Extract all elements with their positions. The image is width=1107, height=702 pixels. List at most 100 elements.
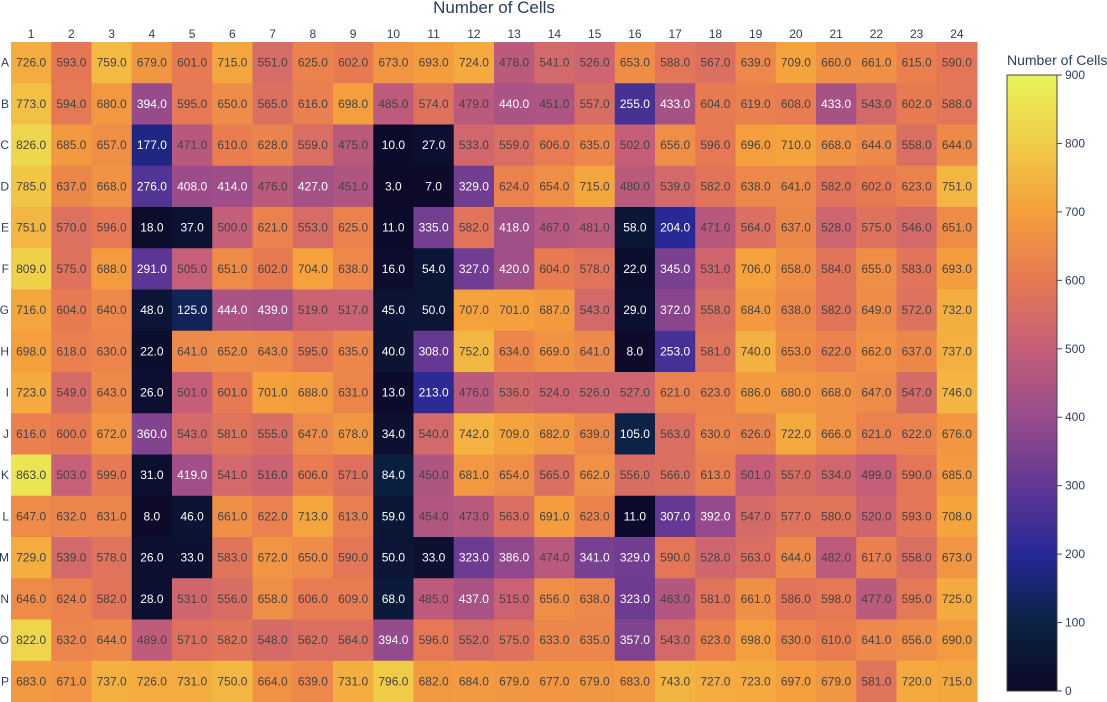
heatmap-cell[interactable]: [252, 454, 294, 497]
heatmap-cell[interactable]: [51, 124, 92, 167]
heatmap-cell[interactable]: [816, 330, 857, 373]
heatmap-cell[interactable]: [453, 165, 495, 208]
heatmap-cell[interactable]: [413, 248, 455, 290]
heatmap-cell[interactable]: [373, 124, 414, 167]
heatmap-cell[interactable]: [534, 537, 575, 579]
heatmap-cell[interactable]: [856, 660, 897, 702]
heatmap-cell[interactable]: [936, 495, 978, 538]
heatmap-cell[interactable]: [252, 413, 294, 455]
heatmap-cell[interactable]: [494, 330, 535, 373]
heatmap-cell[interactable]: [735, 248, 777, 290]
heatmap-cell[interactable]: [816, 578, 857, 620]
heatmap-cell[interactable]: [896, 42, 938, 84]
heatmap-cell[interactable]: [413, 83, 455, 125]
heatmap-cell[interactable]: [11, 289, 52, 332]
heatmap-cell[interactable]: [212, 248, 253, 290]
heatmap-cell[interactable]: [11, 165, 52, 208]
heatmap-cell[interactable]: [655, 537, 696, 579]
heatmap-cell[interactable]: [494, 619, 535, 662]
heatmap-cell[interactable]: [494, 495, 535, 538]
heatmap-cell[interactable]: [91, 578, 133, 620]
heatmap-cell[interactable]: [252, 578, 294, 620]
heatmap-cell[interactable]: [373, 537, 414, 579]
heatmap-cell[interactable]: [856, 124, 897, 167]
heatmap-cell[interactable]: [816, 413, 857, 455]
heatmap-cell[interactable]: [51, 207, 92, 249]
heatmap-cell[interactable]: [252, 83, 294, 125]
heatmap-cell[interactable]: [574, 454, 616, 497]
heatmap-cell[interactable]: [212, 454, 253, 497]
heatmap-cell[interactable]: [292, 537, 334, 579]
heatmap-cell[interactable]: [896, 495, 938, 538]
heatmap-cell[interactable]: [655, 619, 696, 662]
heatmap-cell[interactable]: [816, 248, 857, 290]
heatmap-cell[interactable]: [816, 495, 857, 538]
heatmap-cell[interactable]: [333, 248, 374, 290]
heatmap-cell[interactable]: [735, 207, 777, 249]
heatmap-cell[interactable]: [453, 42, 495, 84]
heatmap-cell[interactable]: [574, 289, 616, 332]
heatmap-cell[interactable]: [91, 248, 133, 290]
heatmap-cell[interactable]: [373, 83, 414, 125]
heatmap-cell[interactable]: [333, 413, 374, 455]
heatmap-cell[interactable]: [131, 124, 173, 167]
heatmap-cell[interactable]: [655, 83, 696, 125]
heatmap-cell[interactable]: [695, 495, 736, 538]
heatmap-cell[interactable]: [775, 124, 817, 167]
heatmap-cell[interactable]: [333, 454, 374, 497]
heatmap-cell[interactable]: [816, 619, 857, 662]
heatmap-cell[interactable]: [896, 330, 938, 373]
heatmap-cell[interactable]: [574, 537, 616, 579]
heatmap-cell[interactable]: [172, 619, 213, 662]
heatmap-cell[interactable]: [735, 83, 777, 125]
heatmap-cell[interactable]: [413, 454, 455, 497]
heatmap-cell[interactable]: [775, 454, 817, 497]
heatmap-cell[interactable]: [896, 248, 938, 290]
heatmap-cell[interactable]: [453, 454, 495, 497]
heatmap-cell[interactable]: [614, 248, 656, 290]
heatmap-cell[interactable]: [373, 413, 414, 455]
heatmap-cell[interactable]: [292, 495, 334, 538]
heatmap-cell[interactable]: [655, 289, 696, 332]
heatmap-cell[interactable]: [373, 619, 414, 662]
heatmap-cell[interactable]: [695, 413, 736, 455]
heatmap-cell[interactable]: [212, 83, 253, 125]
heatmap-cell[interactable]: [735, 413, 777, 455]
heatmap-cell[interactable]: [131, 42, 173, 84]
heatmap-cell[interactable]: [936, 578, 978, 620]
heatmap-cell[interactable]: [816, 454, 857, 497]
heatmap-cell[interactable]: [775, 330, 817, 373]
heatmap-cell[interactable]: [614, 289, 656, 332]
heatmap-cell[interactable]: [936, 619, 978, 662]
heatmap-cell[interactable]: [51, 619, 92, 662]
heatmap-cell[interactable]: [413, 372, 455, 414]
heatmap-cell[interactable]: [534, 619, 575, 662]
heatmap-cell[interactable]: [252, 537, 294, 579]
heatmap-cell[interactable]: [574, 372, 616, 414]
heatmap-cell[interactable]: [735, 454, 777, 497]
heatmap-cell[interactable]: [735, 372, 777, 414]
heatmap-cell[interactable]: [735, 289, 777, 332]
heatmap-cell[interactable]: [91, 495, 133, 538]
heatmap-cell[interactable]: [775, 660, 817, 702]
heatmap-cell[interactable]: [896, 165, 938, 208]
heatmap-cell[interactable]: [333, 165, 374, 208]
heatmap-cell[interactable]: [695, 42, 736, 84]
heatmap-cell[interactable]: [534, 413, 575, 455]
heatmap-cell[interactable]: [534, 165, 575, 208]
heatmap-cell[interactable]: [252, 495, 294, 538]
heatmap-cell[interactable]: [896, 207, 938, 249]
heatmap-cell[interactable]: [373, 578, 414, 620]
heatmap-cell[interactable]: [212, 660, 253, 702]
heatmap-cell[interactable]: [11, 413, 52, 455]
heatmap-cell[interactable]: [574, 207, 616, 249]
heatmap-cell[interactable]: [896, 619, 938, 662]
heatmap-cell[interactable]: [936, 165, 978, 208]
heatmap-cell[interactable]: [172, 42, 213, 84]
heatmap-cell[interactable]: [695, 330, 736, 373]
heatmap-cell[interactable]: [413, 42, 455, 84]
heatmap-cell[interactable]: [212, 578, 253, 620]
heatmap-cell[interactable]: [292, 83, 334, 125]
heatmap-cell[interactable]: [574, 83, 616, 125]
heatmap-cell[interactable]: [655, 207, 696, 249]
